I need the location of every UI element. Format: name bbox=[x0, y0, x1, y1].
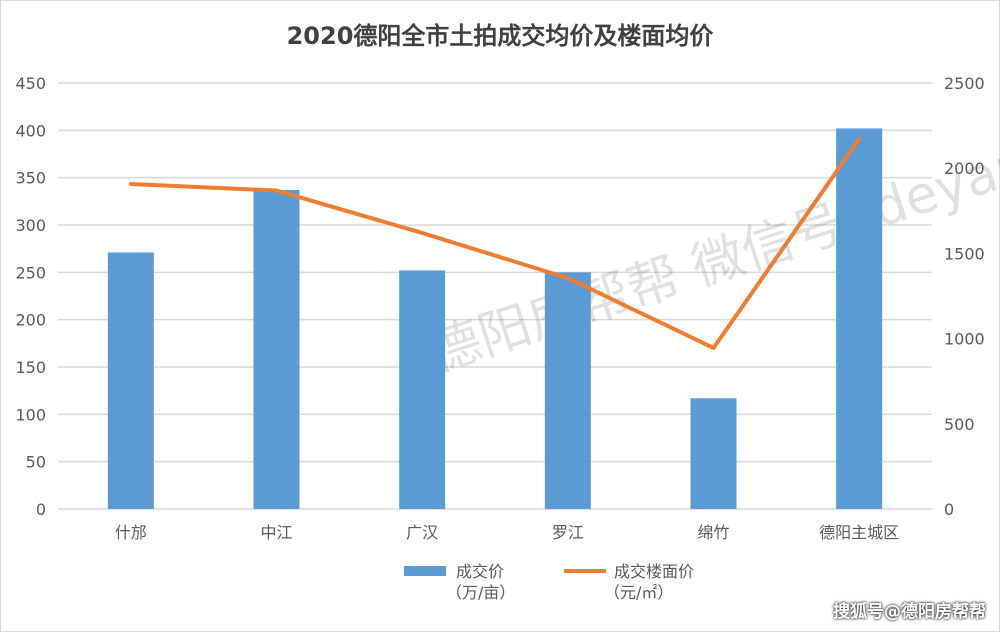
right-axis-tick-label: 0 bbox=[944, 500, 954, 519]
legend-label-line: 成交楼面价 bbox=[614, 562, 694, 581]
chart-title: 2020德阳全市土拍成交均价及楼面均价 bbox=[287, 22, 715, 50]
bar bbox=[836, 128, 883, 509]
right-axis-tick-label: 2000 bbox=[944, 159, 985, 178]
category-label: 广汉 bbox=[406, 523, 438, 542]
category-label: 德阳主城区 bbox=[819, 523, 899, 542]
left-axis-tick-label: 350 bbox=[15, 169, 46, 188]
legend-label-bar: 成交价 bbox=[456, 562, 504, 581]
bar bbox=[399, 270, 446, 509]
source-credit: 搜狐号@德阳房帮帮 bbox=[833, 602, 986, 622]
left-axis-tick-label: 100 bbox=[15, 405, 46, 424]
left-axis-tick-label: 450 bbox=[15, 74, 46, 93]
line-series bbox=[128, 137, 862, 350]
bar bbox=[544, 272, 591, 509]
left-axis-tick-label: 200 bbox=[15, 311, 46, 330]
legend-unit-bar: （万/亩） bbox=[446, 583, 515, 602]
bar bbox=[690, 398, 737, 509]
right-axis-tick-label: 2500 bbox=[944, 74, 985, 93]
bar bbox=[107, 252, 154, 509]
right-axis-tick-label: 500 bbox=[944, 415, 975, 434]
left-axis-tick-label: 400 bbox=[15, 121, 46, 140]
category-label: 罗江 bbox=[552, 523, 584, 542]
legend-unit-line: （元/㎡） bbox=[604, 583, 673, 602]
left-axis-tick-label: 250 bbox=[15, 263, 46, 282]
left-axis-tick-label: 300 bbox=[15, 216, 46, 235]
category-label: 绵竹 bbox=[697, 523, 729, 542]
left-axis-tick-label: 150 bbox=[15, 358, 46, 377]
right-axis-tick-label: 1500 bbox=[944, 244, 985, 263]
bar bbox=[253, 189, 300, 509]
left-axis-tick-label: 0 bbox=[36, 500, 46, 519]
right-axis-tick-label: 1000 bbox=[944, 330, 985, 349]
category-label: 什邡 bbox=[115, 523, 147, 542]
left-axis-tick-label: 50 bbox=[26, 453, 46, 472]
category-label: 中江 bbox=[260, 523, 292, 542]
legend-swatch-bar bbox=[404, 566, 446, 576]
